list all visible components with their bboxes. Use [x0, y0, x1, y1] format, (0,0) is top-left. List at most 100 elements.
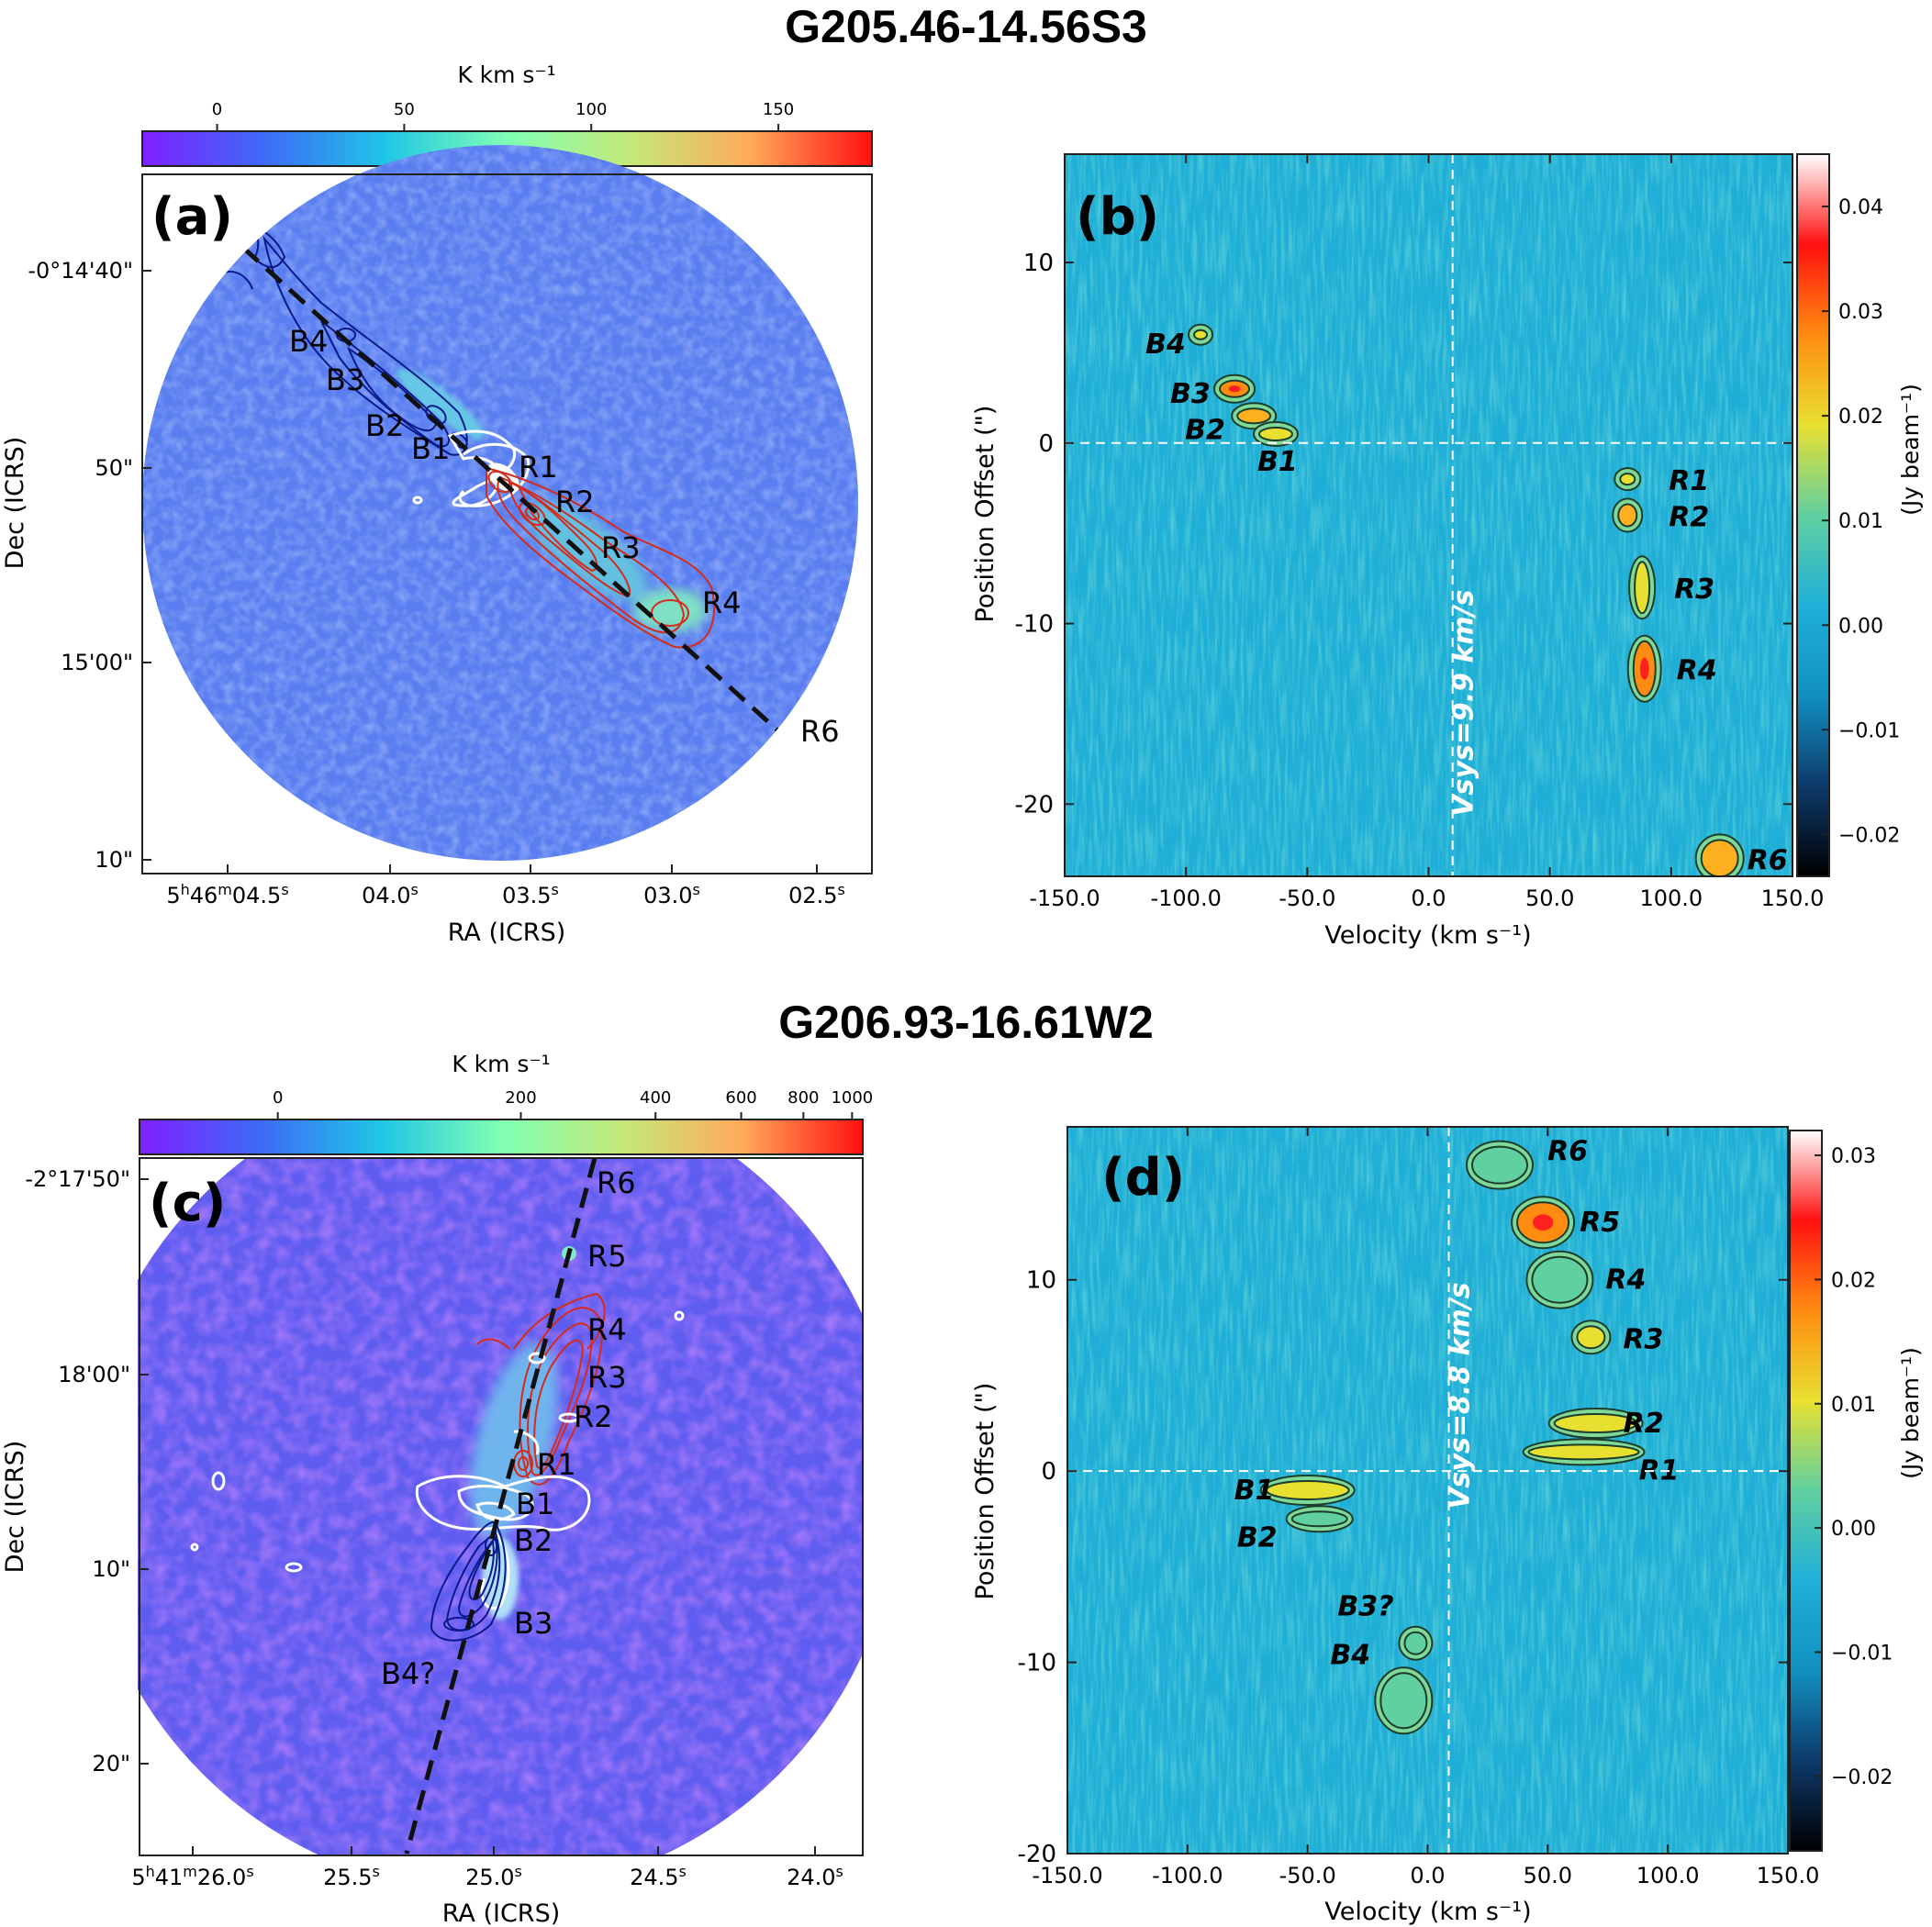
panel-a-red-contours — [486, 466, 716, 649]
x-tick-label: -150.0 — [1029, 886, 1100, 911]
panel-d-colorbar-label: (Jy beam⁻¹) — [1897, 1347, 1924, 1479]
panel-a-xlabel: RA (ICRS) — [448, 919, 566, 947]
y-tick-label: 18'00" — [58, 1362, 130, 1387]
panel-b-pv-map: B4 B3 B2 B1 R1 R2 R3 R4 R6 Vsys=9.9 km/s — [1065, 154, 1792, 876]
figure-title-top: G205.46-14.56S3 — [785, 1, 1147, 52]
panel-c-label: (c) — [149, 1174, 226, 1233]
colorbar-tick-label: 0.04 — [1838, 196, 1883, 219]
x-tick-label: 25.5s — [323, 1863, 380, 1891]
panel-d-ylabel: Position Offset (") — [971, 1383, 1000, 1600]
y-tick-label: 10" — [92, 1556, 130, 1582]
knot-label: R5 — [587, 1239, 627, 1274]
x-tick-label: 150.0 — [1761, 886, 1825, 911]
panel-c-blue-contours — [430, 1520, 507, 1642]
panel-c-xlabel: RA (ICRS) — [442, 1899, 561, 1927]
knot-label: R1 — [537, 1447, 576, 1482]
x-tick-label: 03.0s — [643, 881, 700, 909]
panel-b-y-ticks: 10 0 -10 -20 — [1015, 250, 1792, 819]
colorbar-tick-label: 1000 — [831, 1088, 873, 1108]
feature-core — [1617, 503, 1638, 528]
colorbar-tick-label: −0.01 — [1838, 719, 1900, 742]
panel-d-guides: Vsys=8.8 km/s — [1067, 1127, 1788, 1854]
vsys-label: Vsys=9.9 km/s — [1448, 589, 1480, 816]
x-tick-label: -50.0 — [1279, 1863, 1336, 1888]
colorbar-tick-label: 800 — [787, 1088, 819, 1108]
y-tick-label: 20" — [92, 1751, 130, 1777]
panel-b-label: (b) — [1076, 187, 1159, 247]
colorbar-tick-label: 50 — [394, 100, 415, 119]
feature-peak — [1639, 657, 1649, 680]
x-tick-label: 25.0s — [465, 1863, 522, 1891]
panel-b-colorbar-gradient — [1796, 153, 1830, 877]
colorbar-tick-label: 0 — [212, 100, 222, 119]
knot-label: R3 — [601, 530, 641, 565]
knot-label: R2 — [574, 1399, 613, 1434]
feature-label: B4 — [1330, 1639, 1370, 1671]
knot-label: B1 — [516, 1487, 554, 1521]
x-tick-label: -100.0 — [1152, 1863, 1223, 1888]
panel-b-ylabel: Position Offset (") — [971, 406, 1000, 623]
colorbar-tick-label: 150 — [763, 100, 794, 119]
feature-core — [1700, 839, 1739, 876]
feature-core — [1527, 1443, 1640, 1461]
x-tick-label: -100.0 — [1150, 886, 1221, 911]
x-tick-label: 04.0s — [362, 881, 419, 909]
panel-b-xlabel: Velocity (km s⁻¹) — [1324, 921, 1531, 950]
x-tick-label: 150.0 — [1757, 1863, 1820, 1888]
knot-label: R1 — [519, 450, 558, 485]
panel-a-outflow-axis — [241, 246, 832, 780]
panel-c-colorbar: 0 200 400 600 800 1000 K km s⁻¹ — [139, 1051, 873, 1155]
panel-b-x-ticks: -150.0 -100.0 -50.0 0.0 50.0 100.0 150.0 — [1029, 154, 1824, 911]
feature-label: R6 — [1748, 844, 1788, 876]
feature-label: R5 — [1580, 1207, 1620, 1239]
panel-b-guides: Vsys=9.9 km/s — [1065, 154, 1792, 876]
feature-core — [1576, 1325, 1606, 1350]
feature-label: R6 — [1547, 1136, 1588, 1168]
panel-a-axes — [141, 173, 873, 874]
figure-title-bottom: G206.93-16.61W2 — [778, 997, 1154, 1048]
panel-b-colorbar: 0.04 0.03 0.02 0.01 0.00 −0.01 −0.02 (Jy beam⁻… — [1796, 153, 1924, 877]
panel-c-white-contours — [190, 1310, 685, 1610]
x-tick-label: 5h41m26.0s — [131, 1863, 253, 1891]
panel-a-colorbar-label: K km s⁻¹ — [457, 61, 555, 88]
colorbar-tick-label: 0.03 — [1838, 301, 1883, 324]
feature-label: R4 — [1677, 655, 1717, 687]
x-tick-label: 100.0 — [1639, 886, 1703, 911]
feature-label: B1 — [1257, 446, 1298, 478]
knot-label: B2 — [365, 408, 404, 443]
x-tick-label: 02.5s — [788, 881, 845, 909]
panel-d-colorbar-ticks: 0.03 0.02 0.01 0.00 −0.01 −0.02 — [1815, 1145, 1893, 1789]
x-tick-label: 50.0 — [1524, 1863, 1572, 1888]
x-tick-label: 24.5s — [630, 1863, 687, 1891]
y-tick-label: 10 — [1023, 250, 1054, 277]
knot-label: R4 — [587, 1312, 627, 1347]
panel-c-x-ticks: 5h41m26.0s 25.5s 25.0s 24.5s 24.0s — [131, 1846, 843, 1890]
colorbar-tick-label: 0.00 — [1831, 1518, 1876, 1541]
panel-b-colorbar-label: (Jy beam⁻¹) — [1897, 384, 1924, 516]
colorbar-tick-label: 0.01 — [1838, 510, 1883, 533]
knot-label: B3 — [326, 362, 364, 397]
x-tick-label: 50.0 — [1525, 886, 1574, 911]
panel-a-map — [142, 145, 858, 861]
panel-d-label: (d) — [1101, 1148, 1185, 1208]
panel-a-label: (a) — [151, 187, 233, 247]
panel-b-features: B4 B3 B2 B1 R1 R2 R3 R4 R6 — [1145, 323, 1788, 876]
feature-peak — [1228, 385, 1241, 393]
y-tick-label: -20 — [1018, 1841, 1056, 1868]
panel-d-colorbar: 0.03 0.02 0.01 0.00 −0.01 −0.02 (Jy beam⁻¹) — [1789, 1130, 1924, 1852]
feature-label: R4 — [1605, 1264, 1646, 1297]
panel-d-y-ticks: 10 0 -10 -20 — [1018, 1267, 1788, 1868]
colorbar-tick-label: 200 — [505, 1088, 536, 1108]
feature-core — [1619, 473, 1636, 486]
colorbar-tick-label: −0.02 — [1831, 1766, 1893, 1789]
feature-label: R3 — [1674, 574, 1714, 606]
feature-core — [1634, 561, 1651, 615]
panel-c-y-ticks: -2°17'50" 18'00" 10" 20" — [25, 1166, 149, 1777]
colorbar-tick-label: 0.00 — [1838, 615, 1883, 638]
colorbar-tick-label: −0.01 — [1831, 1642, 1893, 1665]
panel-a-ylabel: Dec (ICRS) — [1, 437, 29, 570]
feature-core — [1265, 1480, 1350, 1500]
